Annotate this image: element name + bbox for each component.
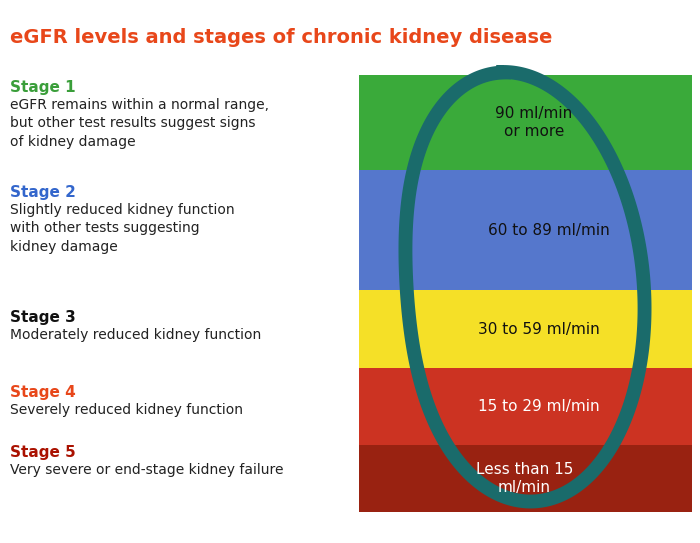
Bar [369,75,664,170]
Text: Stage 1: Stage 1 [10,80,76,95]
Bar [359,368,694,445]
PathPatch shape [405,72,645,502]
Text: eGFR remains within a normal range,
but other test results suggest signs
of kidn: eGFR remains within a normal range, but … [10,98,269,149]
Text: 90 ml/min
or more: 90 ml/min or more [496,106,573,138]
Text: 15 to 29 ml/min: 15 to 29 ml/min [478,399,600,414]
Bar [359,445,694,512]
Text: Stage 4: Stage 4 [10,385,76,400]
Bar [369,290,664,368]
Bar [369,445,664,512]
Ellipse shape [370,270,398,310]
Text: Moderately reduced kidney function: Moderately reduced kidney function [10,328,261,342]
Bar [359,368,694,445]
Text: Severely reduced kidney function: Severely reduced kidney function [10,403,243,417]
Bar [369,368,664,445]
Bar [359,290,694,368]
Text: Very severe or end-stage kidney failure: Very severe or end-stage kidney failure [10,463,284,477]
Text: Stage 5: Stage 5 [10,445,76,460]
Bar [369,170,664,290]
Bar [359,445,694,512]
Bar [359,75,694,170]
Text: 30 to 59 ml/min: 30 to 59 ml/min [478,321,600,337]
Text: eGFR levels and stages of chronic kidney disease: eGFR levels and stages of chronic kidney… [10,28,552,47]
Bar [359,290,694,368]
Text: Less than 15
ml/min: Less than 15 ml/min [475,462,573,495]
Bar [359,170,694,290]
Text: 60 to 89 ml/min: 60 to 89 ml/min [488,223,610,237]
Text: Slightly reduced kidney function
with other tests suggesting
kidney damage: Slightly reduced kidney function with ot… [10,203,235,254]
Text: Stage 2: Stage 2 [10,185,76,200]
PathPatch shape [405,72,645,502]
Bar [359,75,694,170]
Text: Stage 3: Stage 3 [10,310,76,325]
Bar [359,170,694,290]
